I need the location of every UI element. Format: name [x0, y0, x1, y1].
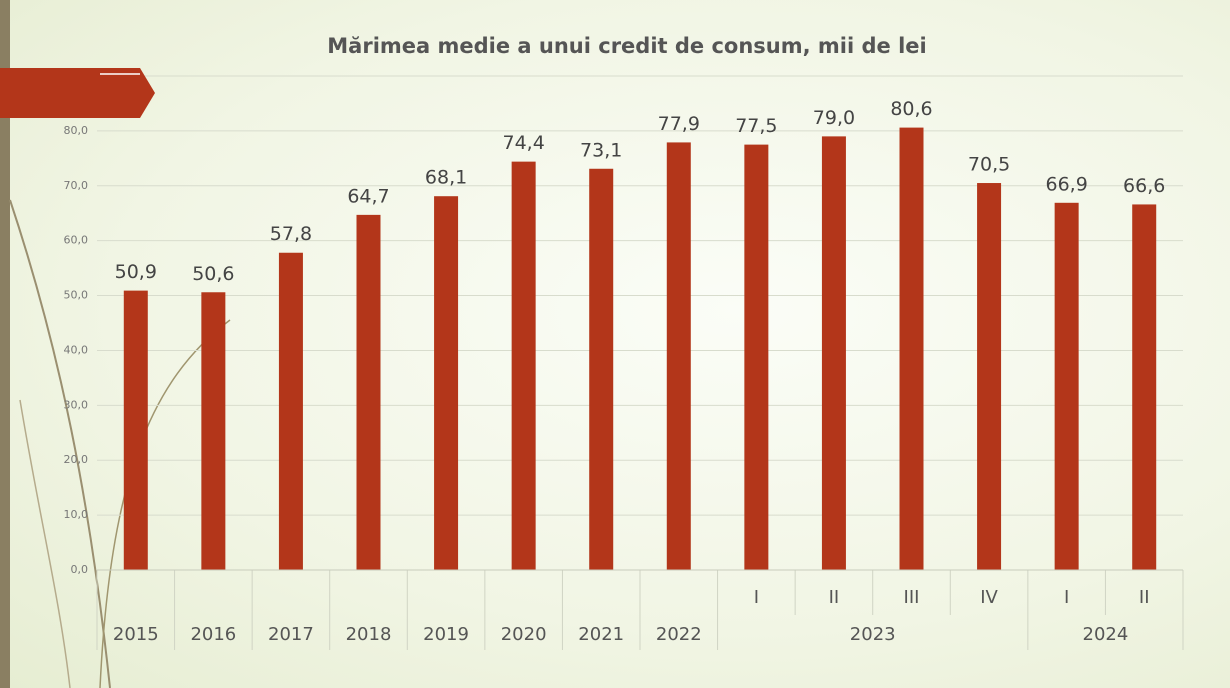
- bar: [1132, 204, 1157, 570]
- y-tick-label: 70,0: [64, 179, 89, 192]
- chart-title: Mărimea medie a unui credit de consum, m…: [327, 34, 926, 58]
- x-tick-label: II: [1139, 587, 1150, 608]
- value-label: 50,9: [115, 261, 157, 283]
- y-tick-label: 10,0: [64, 508, 89, 521]
- bar: [123, 290, 148, 570]
- x-tick-label: 2021: [578, 624, 624, 645]
- bar: [744, 144, 769, 570]
- x-tick-label: I: [1064, 587, 1069, 608]
- value-label: 57,8: [270, 223, 312, 245]
- x-tick-label: 2018: [346, 624, 392, 645]
- y-tick-label: 80,0: [64, 124, 89, 137]
- y-tick-label: 60,0: [64, 234, 89, 247]
- y-tick-label: 40,0: [64, 343, 89, 356]
- x-tick-label: 2016: [190, 624, 236, 645]
- x-group-label: 2023: [850, 624, 896, 645]
- y-tick-label: 0,0: [71, 563, 89, 576]
- value-label: 74,4: [502, 132, 544, 154]
- decor-curve: [9, 199, 111, 688]
- y-tick-label: 20,0: [64, 453, 89, 466]
- x-tick-label: I: [754, 587, 759, 608]
- bar: [511, 161, 536, 571]
- bar: [821, 136, 846, 570]
- x-tick-label: 2015: [113, 624, 159, 645]
- value-label: 68,1: [425, 167, 467, 189]
- side-strip: [0, 0, 10, 688]
- decor-arrow: [0, 68, 155, 118]
- value-label: 70,5: [968, 154, 1010, 176]
- x-tick-label: III: [904, 587, 920, 608]
- x-tick-label: 2017: [268, 624, 314, 645]
- bar: [434, 196, 459, 570]
- y-tick-label: 30,0: [64, 398, 89, 411]
- bar: [1054, 202, 1079, 570]
- x-group-label: 2024: [1083, 624, 1129, 645]
- decor-curve: [19, 399, 71, 688]
- value-label: 77,9: [658, 113, 700, 135]
- y-tick-label: 50,0: [64, 289, 89, 302]
- x-tick-label: 2019: [423, 624, 469, 645]
- x-tick-label: 2020: [501, 624, 547, 645]
- plot-area: 0,010,020,030,040,050,060,070,080,090,05…: [64, 69, 1184, 650]
- bar: [666, 142, 691, 570]
- x-tick-label: II: [829, 587, 840, 608]
- value-label: 73,1: [580, 139, 622, 161]
- value-label: 80,6: [890, 98, 932, 120]
- bar: [589, 168, 614, 571]
- bar: [977, 183, 1002, 571]
- value-label: 64,7: [347, 185, 389, 207]
- value-label: 66,9: [1045, 173, 1087, 195]
- bar: [201, 292, 226, 570]
- bar: [899, 127, 924, 571]
- value-label: 66,6: [1123, 175, 1165, 197]
- value-label: 79,0: [813, 107, 855, 129]
- bar: [278, 252, 303, 570]
- bar: [356, 214, 381, 570]
- x-tick-label: IV: [980, 587, 998, 608]
- x-tick-label: 2022: [656, 624, 702, 645]
- value-label: 77,5: [735, 115, 777, 137]
- value-label: 50,6: [192, 263, 234, 285]
